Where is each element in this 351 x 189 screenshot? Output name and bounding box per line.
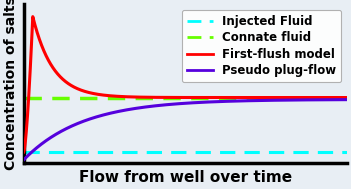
Legend: Injected Fluid, Connate fluid, First-flush model, Pseudo plug-flow: Injected Fluid, Connate fluid, First-flu… (182, 10, 341, 82)
Y-axis label: Concentration of salts: Concentration of salts (4, 0, 18, 170)
X-axis label: Flow from well over time: Flow from well over time (79, 170, 292, 185)
